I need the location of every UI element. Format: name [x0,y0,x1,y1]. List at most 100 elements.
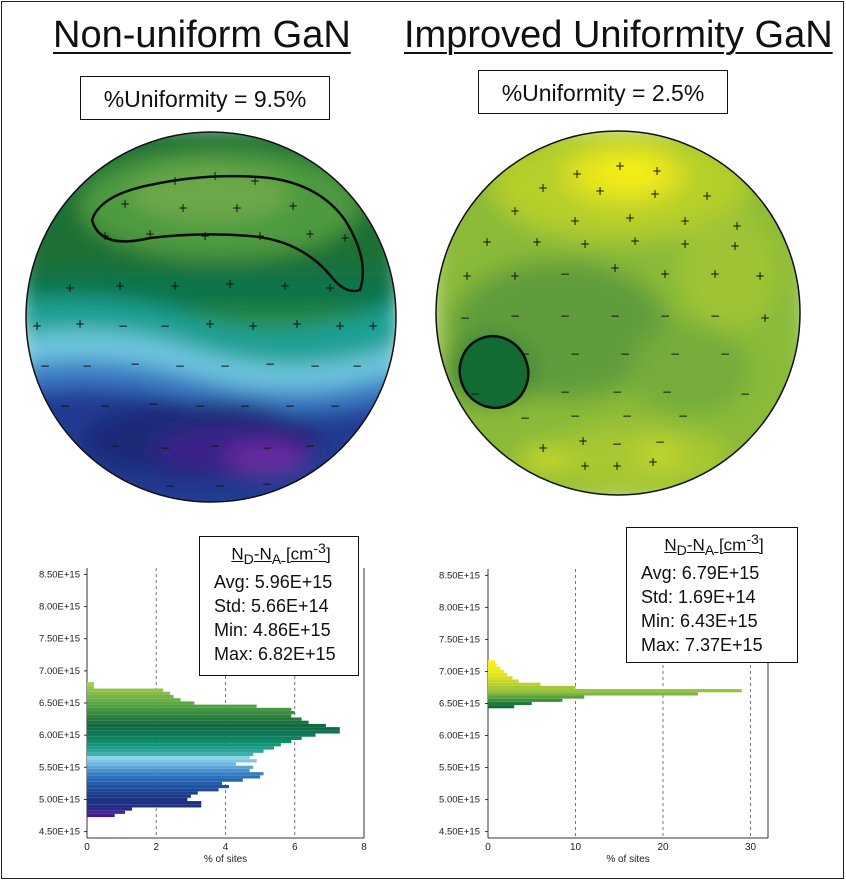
histogram-bar [488,682,541,686]
y-tick-label: 7.00E+15 [39,666,80,677]
svg-text:+: + [538,181,548,195]
svg-text:+: + [225,277,235,291]
histogram-bar [488,701,532,706]
svg-text:−: − [620,347,630,361]
svg-text:+: + [532,235,542,249]
y-tick-label: 7.50E+15 [439,634,480,645]
stats-min: Min: 4.86E+15 [214,620,331,641]
histogram-bar [87,736,302,740]
y-tick-label: 6.00E+15 [39,730,80,741]
svg-text:+: + [325,281,335,295]
svg-text:−: − [60,399,70,413]
histogram-bar [488,676,513,680]
histogram-bar [87,711,295,715]
x-tick-label: 0 [84,842,90,853]
histogram-bar [87,730,340,734]
y-tick-label: 7.00E+15 [439,666,480,677]
svg-text:+: + [170,279,180,293]
right-panel-title: Improved Uniformity GaN [404,14,833,56]
histogram-bar [87,797,188,802]
y-tick-label: 4.50E+15 [439,827,480,838]
svg-text:+: + [288,199,298,213]
svg-text:−: − [215,479,225,493]
svg-text:−: − [352,359,362,373]
histogram-bar [87,775,261,779]
y-tick-label: 5.00E+15 [439,795,480,806]
histogram-bar [87,685,94,689]
x-tick-label: 8 [361,842,367,853]
x-axis-label: % of sites [606,854,649,865]
histogram-bar [87,801,202,805]
histogram-bar [488,679,519,683]
histogram-bar [87,762,236,766]
left-wafer-map: + + + + + + + + + + + + + + + + + + + + + − − + + + + + − − − − − − −… [25,131,397,503]
svg-text:−: − [520,411,530,425]
svg-text:−: − [310,359,320,373]
stats-max: Max: 6.82E+15 [214,644,336,665]
svg-text:+: + [612,459,622,473]
svg-text:−: − [560,267,570,281]
histogram-bar [87,733,316,737]
svg-text:+: + [335,319,345,333]
histogram-bar [87,714,292,718]
svg-text:−: − [195,399,205,413]
svg-text:+: + [680,214,690,228]
svg-text:+: + [710,267,720,281]
histogram-bar [87,749,264,753]
svg-text:+: + [680,237,690,251]
histogram-bar [87,691,171,695]
left-panel-title: Non-uniform GaN [53,14,351,56]
histogram-bar [87,688,164,692]
left-histogram: 0 2 4 6 8 4.50E+15 5.00E+15 5.50E+15 6.00E+15 6.5… [39,568,367,865]
svg-text:+: + [200,229,210,243]
svg-text:+: + [538,441,548,455]
svg-text:+: + [730,239,740,253]
stats-std: Std: 5.66E+14 [214,596,329,617]
histogram-bar [87,784,229,789]
svg-text:+: + [760,311,770,325]
svg-text:−: − [262,441,272,455]
svg-text:−: − [305,439,315,453]
svg-text:−: − [160,319,170,333]
svg-text:+: + [755,269,765,283]
svg-text:+: + [145,227,155,241]
svg-text:+: + [650,187,660,201]
svg-text:+: + [75,317,85,331]
stats-max: Max: 7.37E+15 [641,635,763,656]
svg-text:+: + [615,159,625,173]
svg-text:+: + [580,459,590,473]
svg-text:+: + [625,211,635,225]
histogram-bar [87,704,257,708]
svg-text:+: + [280,279,290,293]
stats-avg: Avg: 5.96E+15 [214,572,333,593]
svg-text:+: + [305,227,315,241]
histogram-bar [87,788,219,792]
svg-text:+: + [482,235,492,249]
svg-text:−: − [220,359,230,373]
svg-text:+: + [570,214,580,228]
svg-text:−: − [40,359,50,373]
stats-header: ND-NA [cm-3] [231,541,331,569]
svg-text:+: + [210,169,220,183]
histogram-bar [87,698,181,702]
y-tick-label: 8.00E+15 [439,602,480,613]
histogram-bar [87,765,254,769]
svg-text:−: − [130,357,140,371]
svg-text:−: − [470,387,480,401]
x-tick-label: 10 [570,842,582,853]
histogram-bar [87,694,174,699]
left-uniformity-box: %Uniformity = 9.5% [80,76,330,120]
stats-min: Min: 6.43E+15 [641,611,758,632]
svg-text:−: − [670,347,680,361]
svg-text:−: − [678,409,688,423]
histogram-bar [488,669,504,674]
svg-text:−: − [160,441,170,455]
svg-text:+: + [292,317,302,331]
histogram-bar [488,705,515,709]
svg-text:−: − [622,409,632,423]
svg-text:−: − [118,319,128,333]
histogram-bar [87,772,264,776]
stats-header: ND-NA [cm-3] [664,532,764,560]
svg-text:−: − [460,311,470,325]
